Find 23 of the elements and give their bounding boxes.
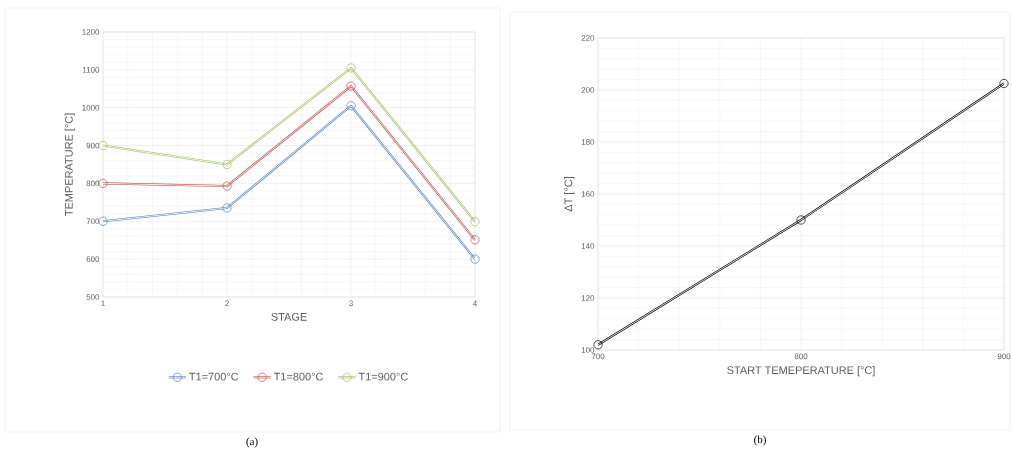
text: (a) [246,437,258,448]
point [346,81,356,91]
point [470,217,480,227]
point [98,178,108,188]
point [346,63,356,73]
text: (b) [754,435,766,446]
point [222,181,232,191]
point [98,216,108,226]
x-axis-title: STAGE [271,313,307,321]
point [999,78,1009,89]
point [470,254,480,264]
legend-label: T1=700°C [189,372,239,381]
y-axis-title: ΔT [°C] [564,177,575,212]
point [222,203,232,213]
point [346,101,356,111]
legend-label: T1=900°C [358,372,408,381]
y-axis-title: TEMPERATURE [°C] [64,113,75,216]
point [470,235,480,245]
legend-label: T1=800°C [273,372,324,381]
point [796,215,806,225]
point [222,159,232,170]
point [98,141,108,151]
x-axis-title: START TEMEPERATURE [°C] [727,365,875,377]
